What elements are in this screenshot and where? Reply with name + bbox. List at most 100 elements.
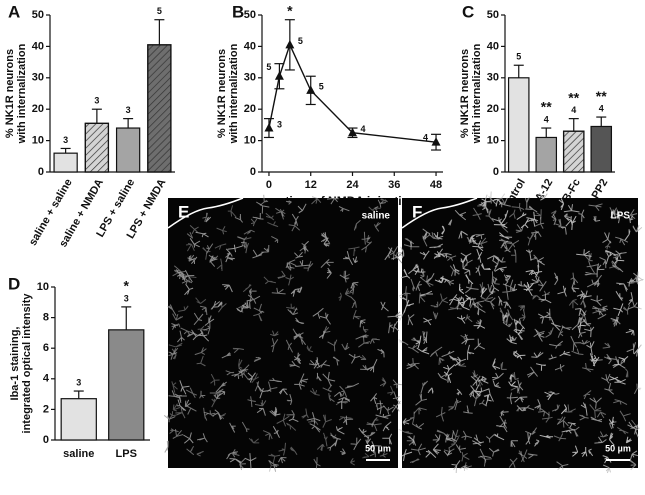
cell (455, 296, 463, 302)
cell (412, 423, 425, 430)
y-tick-label: 50 (32, 9, 44, 21)
cell (608, 432, 615, 446)
cell (613, 399, 628, 406)
cell (470, 234, 477, 243)
cell (498, 238, 513, 247)
cell (599, 431, 609, 438)
cell (341, 342, 350, 351)
cell (484, 297, 496, 310)
n-label: 5 (298, 36, 303, 46)
cell (512, 372, 519, 381)
cell (343, 415, 354, 426)
n-label: 4 (599, 103, 604, 113)
cell (391, 400, 401, 413)
cell (387, 385, 394, 396)
cell (537, 257, 545, 268)
cell (423, 331, 428, 345)
cell (541, 411, 553, 423)
cell (452, 264, 460, 276)
cell (429, 243, 444, 249)
n-label: 3 (277, 119, 282, 129)
cell (217, 413, 227, 420)
cell (306, 345, 314, 353)
cell (563, 204, 580, 213)
cell (530, 275, 540, 285)
cell (625, 436, 632, 444)
cell (270, 330, 279, 337)
cell (398, 286, 411, 297)
cell (411, 337, 420, 342)
cell (289, 446, 298, 456)
cell (269, 377, 282, 383)
cell (465, 274, 474, 285)
cell (171, 323, 181, 328)
cell (392, 391, 401, 405)
cell (379, 377, 387, 387)
scale-label: 50 µm (365, 443, 391, 453)
cell (613, 359, 626, 366)
cell (322, 414, 332, 428)
error-bar (73, 390, 84, 399)
cell (183, 432, 194, 444)
cell (263, 276, 276, 285)
cell (521, 404, 535, 411)
y-axis-label: % NK1R neurons (216, 49, 228, 138)
cell (203, 410, 216, 417)
error-bar (596, 116, 607, 127)
cell (523, 283, 533, 297)
cell (415, 393, 428, 406)
cell (615, 236, 629, 246)
cell (195, 297, 207, 305)
cell (288, 222, 301, 232)
cell (428, 232, 440, 240)
cell (350, 437, 362, 451)
cell (408, 263, 419, 275)
cell (343, 270, 350, 280)
cell (194, 347, 207, 356)
cell (309, 423, 321, 433)
cell (367, 441, 382, 453)
cell (401, 268, 411, 279)
cell (541, 290, 551, 297)
cell (533, 231, 539, 240)
cell (403, 299, 415, 313)
cell (514, 351, 526, 360)
cell (430, 301, 439, 308)
cell (286, 303, 298, 311)
cell (525, 249, 533, 261)
cell (448, 436, 460, 449)
cell (487, 255, 499, 261)
cell (628, 292, 634, 305)
cell (427, 387, 434, 394)
cell (633, 271, 644, 285)
cell (579, 311, 588, 326)
cell (358, 336, 371, 348)
significance: ** (541, 99, 552, 115)
cell (477, 201, 489, 212)
cell (614, 378, 626, 385)
cell (458, 230, 468, 239)
cell (475, 233, 485, 240)
cell (550, 318, 561, 331)
cell (627, 277, 637, 284)
cell (420, 380, 429, 394)
cell (311, 196, 322, 205)
cell (313, 457, 321, 469)
cell (493, 223, 508, 229)
cell (581, 446, 588, 457)
cell (312, 307, 324, 319)
cell (538, 193, 548, 201)
cell (208, 254, 219, 263)
cell (231, 369, 245, 379)
cell (531, 351, 544, 358)
cell (526, 366, 538, 378)
cell (614, 257, 625, 264)
cell (222, 284, 233, 293)
cell (406, 435, 415, 446)
cell (352, 256, 358, 264)
cell (525, 427, 538, 435)
bar (535, 136, 558, 173)
cell (352, 309, 361, 320)
cell (436, 429, 450, 438)
